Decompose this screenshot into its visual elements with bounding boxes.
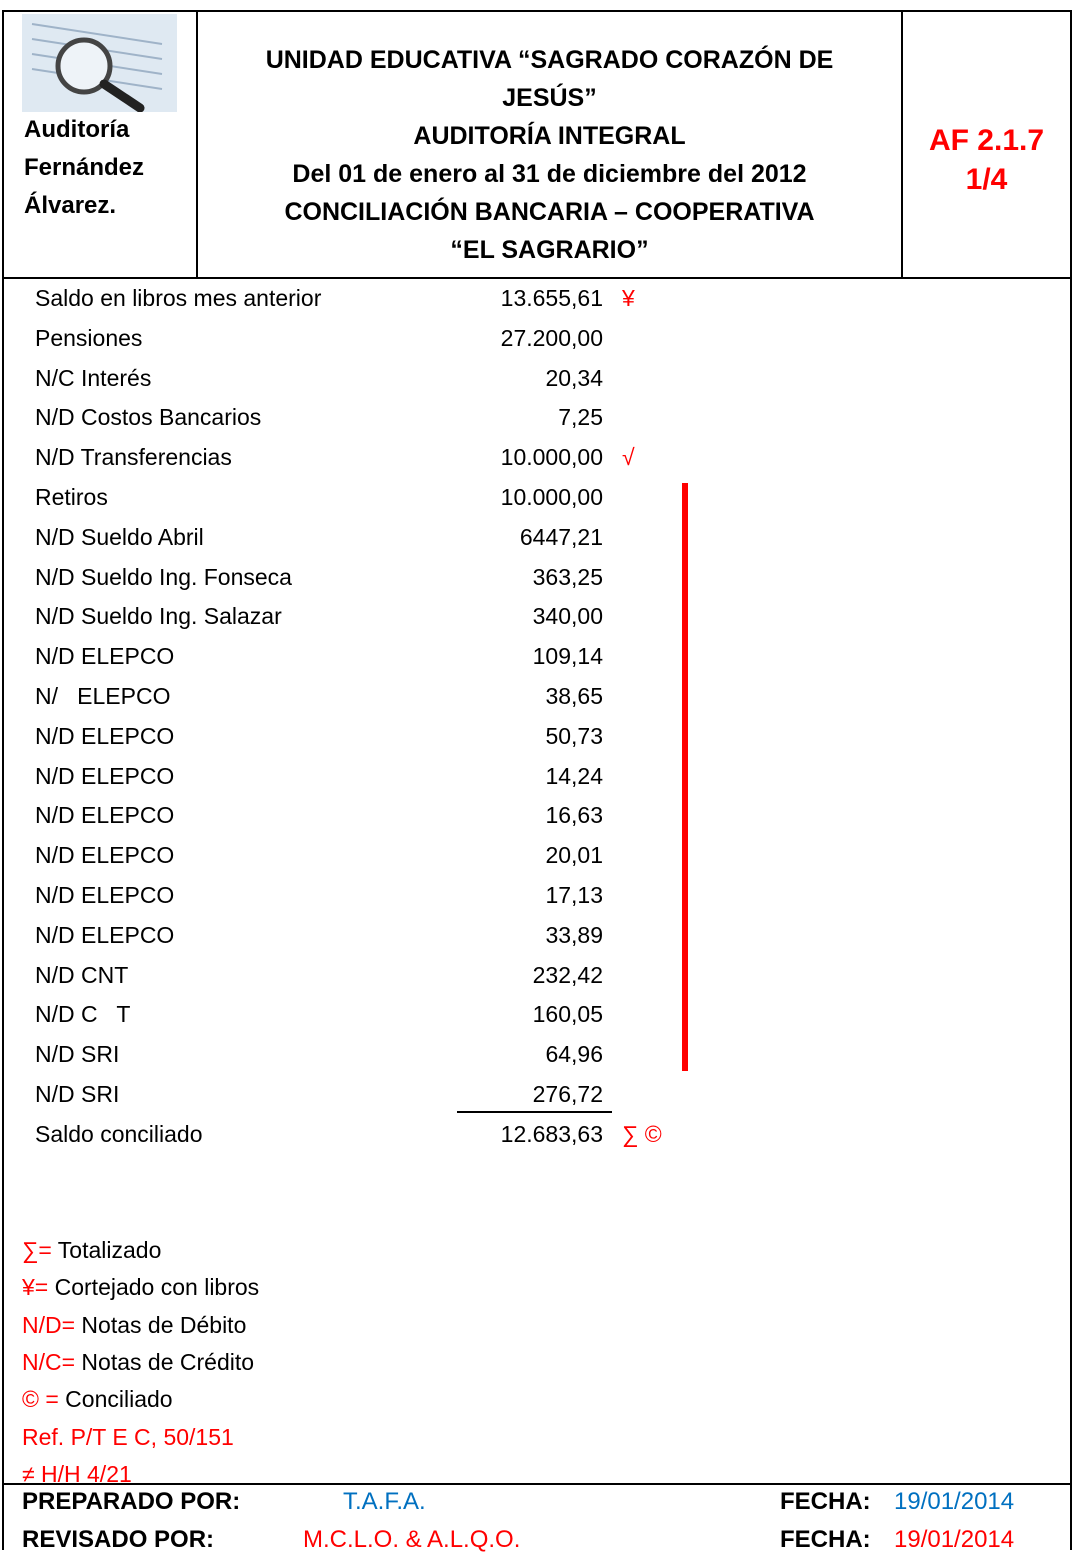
row-label: N/D Sueldo Ing. Salazar — [35, 602, 282, 630]
firm-name: Auditoría — [24, 115, 129, 145]
sign-label: PREPARADO POR: — [22, 1487, 240, 1517]
row-amount: 160,05 — [400, 1000, 603, 1028]
row-amount: 13.655,61 — [400, 284, 603, 312]
row-label: N/D SRI — [35, 1080, 119, 1108]
title-line: Del 01 de enero al 31 de diciembre del 2… — [198, 158, 901, 190]
row-amount: 14,24 — [400, 762, 603, 790]
row-label: N/D C T — [35, 1000, 130, 1028]
row-amount: 10.000,00 — [400, 443, 603, 471]
doc-ref: AF 2.1.7 — [903, 122, 1070, 160]
legend-symbol: N/C= — [22, 1349, 75, 1375]
firm-name: Fernández — [24, 153, 144, 183]
legend-item: Ref. P/T E C, 50/151 — [22, 1423, 234, 1451]
date: 19/01/2014 — [894, 1525, 1014, 1555]
title-line: CONCILIACIÓN BANCARIA – COOPERATIVA — [198, 196, 901, 228]
row-label: N/ ELEPCO — [35, 682, 170, 710]
logo — [22, 14, 177, 112]
row-label: N/D ELEPCO — [35, 762, 174, 790]
legend-symbol: N/D= — [22, 1312, 75, 1338]
row-mark: √ — [622, 443, 635, 471]
legend-text: Totalizado — [52, 1237, 162, 1263]
row-label: N/C Interés — [35, 364, 151, 392]
row-amount: 363,25 — [400, 563, 603, 591]
date: 19/01/2014 — [894, 1487, 1014, 1517]
title-line: UNIDAD EDUCATIVA “SAGRADO CORAZÓN DE — [198, 44, 901, 76]
row-amount: 232,42 — [400, 961, 603, 989]
row-label: N/D ELEPCO — [35, 642, 174, 670]
row-amount: 38,65 — [400, 682, 603, 710]
date-label: FECHA: — [780, 1487, 871, 1517]
row-label: N/D ELEPCO — [35, 921, 174, 949]
row-label: N/D SRI — [35, 1040, 119, 1068]
border — [2, 10, 1072, 12]
legend-item: ∑= Totalizado — [22, 1236, 161, 1264]
legend-item: N/D= Notas de Débito — [22, 1311, 246, 1339]
border — [2, 277, 1072, 279]
legend-symbol: Ref. P/T E C, 50/151 — [22, 1424, 234, 1450]
row-amount: 33,89 — [400, 921, 603, 949]
legend-symbol: ¥= — [22, 1274, 48, 1300]
date-label: FECHA: — [780, 1525, 871, 1555]
row-mark: ∑ © — [622, 1120, 662, 1148]
row-amount: 20,01 — [400, 841, 603, 869]
row-label: N/D CNT — [35, 961, 128, 989]
review-bar — [682, 483, 688, 1071]
legend-item: N/C= Notas de Crédito — [22, 1348, 254, 1376]
row-label: N/D ELEPCO — [35, 881, 174, 909]
row-amount: 12.683,63 — [400, 1120, 603, 1148]
border — [2, 1483, 1072, 1485]
legend-symbol: © = — [22, 1386, 59, 1412]
row-label: N/D Sueldo Ing. Fonseca — [35, 563, 292, 591]
row-amount: 6447,21 — [400, 523, 603, 551]
sign-name: T.A.F.A. — [343, 1487, 426, 1517]
legend-item: ¥= Cortejado con libros — [22, 1273, 259, 1301]
title-line: AUDITORÍA INTEGRAL — [198, 120, 901, 152]
legend-item: ≠ H/H 4/21 — [22, 1460, 132, 1488]
sign-label: REVISADO POR: — [22, 1525, 214, 1555]
row-label: N/D Costos Bancarios — [35, 403, 261, 431]
row-label: N/D ELEPCO — [35, 722, 174, 750]
legend-text: Notas de Crédito — [75, 1349, 254, 1375]
legend-symbol: ∑= — [22, 1237, 52, 1263]
firm-name: Álvarez. — [24, 191, 116, 221]
row-label: N/D Sueldo Abril — [35, 523, 204, 551]
legend-text: Conciliado — [59, 1386, 173, 1412]
title-line: “EL SAGRARIO” — [198, 234, 901, 266]
row-amount: 10.000,00 — [400, 483, 603, 511]
legend-symbol: ≠ H/H 4/21 — [22, 1461, 132, 1487]
page: Auditoría Fernández Álvarez. UNIDAD EDUCATI… — [0, 0, 1074, 1550]
sign-name: M.C.L.O. & A.L.Q.O. — [303, 1525, 520, 1555]
row-label: Pensiones — [35, 324, 142, 352]
row-amount: 276,72 — [400, 1080, 603, 1108]
row-label: N/D ELEPCO — [35, 801, 174, 829]
row-amount: 109,14 — [400, 642, 603, 670]
row-label: Saldo en libros mes anterior — [35, 284, 321, 312]
row-label: N/D ELEPCO — [35, 841, 174, 869]
total-rule — [457, 1111, 612, 1113]
row-label: Retiros — [35, 483, 108, 511]
row-mark: ¥ — [622, 284, 635, 312]
row-amount: 7,25 — [400, 403, 603, 431]
title-line: JESÚS” — [198, 82, 901, 114]
row-amount: 27.200,00 — [400, 324, 603, 352]
doc-ref: 1/4 — [903, 161, 1070, 199]
row-amount: 20,34 — [400, 364, 603, 392]
row-amount: 16,63 — [400, 801, 603, 829]
border — [2, 10, 4, 1550]
border — [1070, 10, 1072, 1550]
legend-text: Cortejado con libros — [48, 1274, 259, 1300]
row-label: Saldo conciliado — [35, 1120, 203, 1148]
row-amount: 50,73 — [400, 722, 603, 750]
legend-item: © = Conciliado — [22, 1385, 173, 1413]
row-amount: 340,00 — [400, 602, 603, 630]
row-amount: 64,96 — [400, 1040, 603, 1068]
row-label: N/D Transferencias — [35, 443, 232, 471]
legend-text: Notas de Débito — [75, 1312, 246, 1338]
row-amount: 17,13 — [400, 881, 603, 909]
